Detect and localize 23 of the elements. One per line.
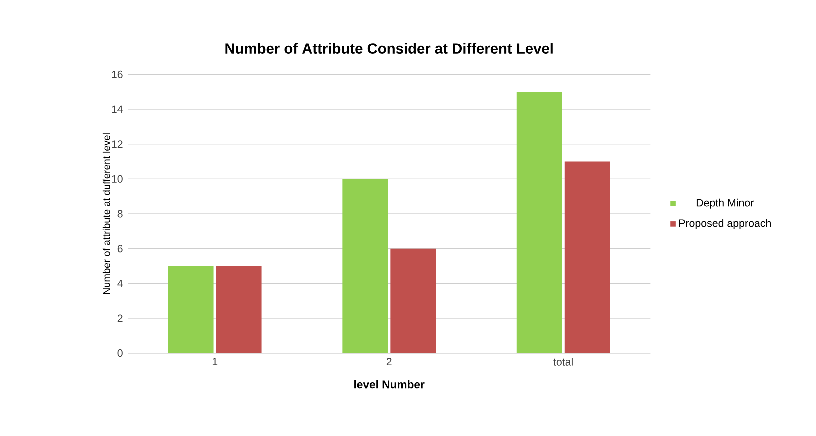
x-axis-title: level Number [354, 380, 425, 389]
y-tick-label: 6 [118, 245, 123, 253]
x-tick-label: 2 [386, 358, 392, 366]
bar [516, 92, 562, 354]
bar [342, 179, 388, 354]
y-axis-title: Number of attribute at dufferent level [102, 134, 110, 294]
legend-label: Depth Minor [696, 198, 754, 209]
legend-label: Proposed approach [679, 219, 771, 230]
bar [390, 248, 436, 354]
y-tick-label: 8 [118, 210, 123, 218]
chart-title: Number of Attribute Consider at Different Level [226, 43, 553, 54]
x-tick-label: total [554, 358, 573, 366]
y-tick-label: 10 [112, 175, 123, 183]
bar [216, 266, 262, 354]
y-tick-label: 0 [118, 350, 123, 358]
y-tick-label: 2 [118, 314, 123, 322]
y-tick-label: 12 [112, 140, 123, 148]
bar [564, 162, 610, 354]
y-tick-label: 14 [112, 106, 123, 114]
y-tick-label: 16 [112, 70, 123, 78]
y-tick-label: 4 [118, 280, 123, 288]
x-tick-label: 1 [212, 358, 218, 366]
bar [168, 266, 214, 354]
